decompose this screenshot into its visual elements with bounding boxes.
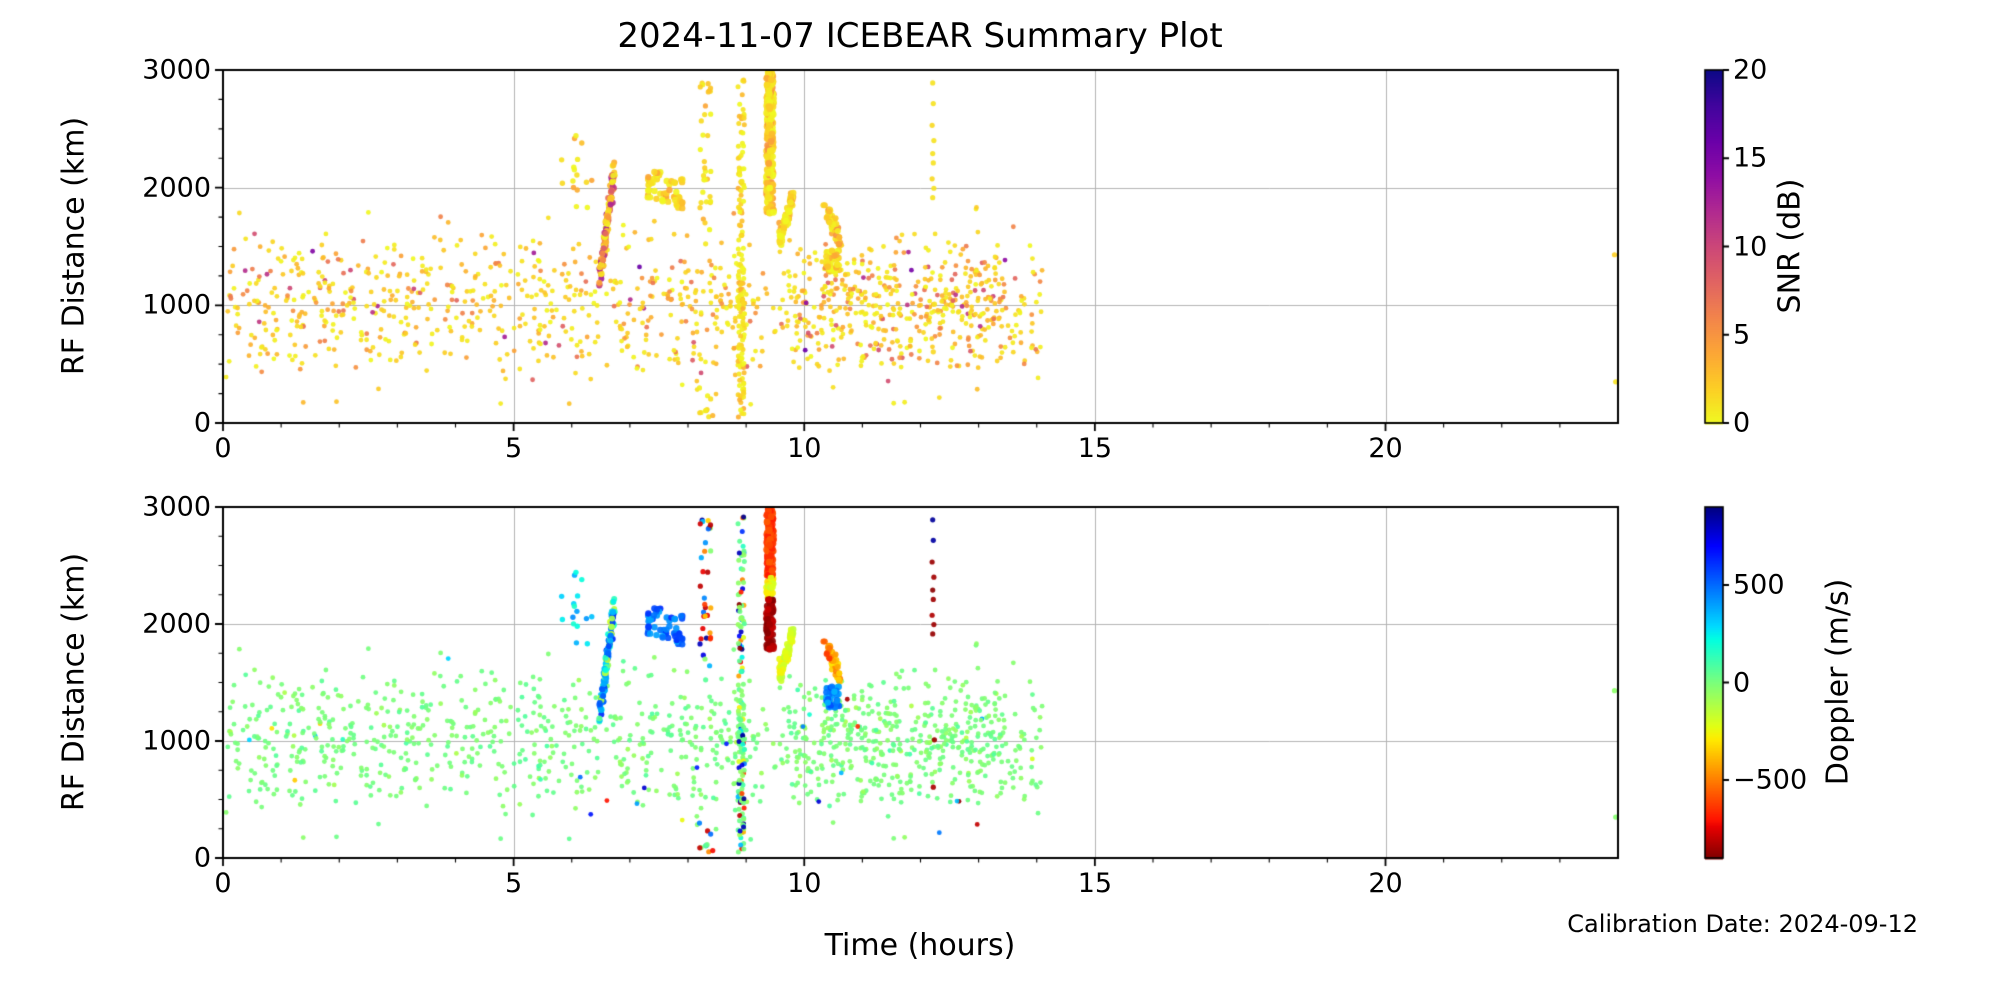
rf-distance-axis-label-top: RF Distance (km) <box>56 116 92 376</box>
rf-distance-axis-label-bottom: RF Distance (km) <box>56 552 92 812</box>
calibration-date-note: Calibration Date: 2024-09-12 <box>1567 910 1918 938</box>
snr-colorbar-label: SNR (dB) <box>1772 178 1808 314</box>
time-axis-label: Time (hours) <box>824 928 1016 963</box>
doppler-colorbar-label: Doppler (m/s) <box>1820 578 1856 786</box>
plot-title: 2024-11-07 ICEBEAR Summary Plot <box>617 16 1223 56</box>
